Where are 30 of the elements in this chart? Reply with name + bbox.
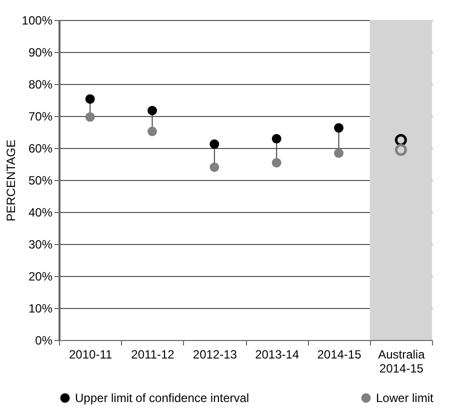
- point: [272, 134, 282, 144]
- legend-label: Lower limit: [376, 391, 434, 405]
- x-tick-label: 2012-13: [192, 348, 238, 362]
- point: [85, 112, 95, 122]
- point: [334, 148, 344, 158]
- y-tick-label: 40%: [28, 206, 53, 220]
- point: [148, 106, 157, 116]
- y-tick-label: 30%: [28, 238, 53, 252]
- x-tick-label: 2014-15: [317, 348, 362, 362]
- y-tick-label: 0%: [35, 334, 53, 348]
- point: [210, 139, 220, 149]
- y-tick-label: 20%: [28, 270, 53, 284]
- y-tick-label: 90%: [28, 46, 53, 60]
- y-tick-label: 10%: [28, 302, 53, 316]
- y-axis-title: PERCENTAGE: [4, 140, 18, 222]
- x-tick-label: 2011-12: [131, 348, 175, 362]
- y-tick-label: 70%: [28, 110, 53, 124]
- y-tick-label: 100%: [22, 14, 53, 28]
- point: [85, 94, 95, 104]
- point: [148, 126, 157, 136]
- x-tick-label: Australia 2014-15: [378, 348, 426, 376]
- y-tick-label: 80%: [28, 78, 53, 92]
- x-tick-label: 2013-14: [255, 348, 300, 362]
- y-tick-label: 50%: [28, 174, 53, 188]
- legend-label: Upper limit of confidence interval: [75, 391, 250, 405]
- point: [210, 162, 220, 172]
- y-tick-label: 60%: [28, 142, 53, 156]
- x-tick-label: 2010-11: [69, 348, 112, 362]
- point: [334, 123, 344, 133]
- point: [272, 158, 282, 168]
